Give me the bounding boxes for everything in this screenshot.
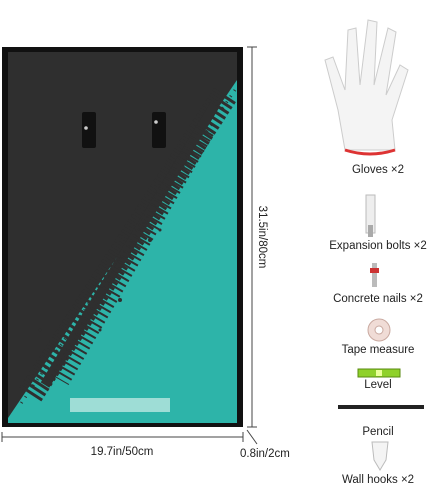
- gloves-icon: [324, 19, 409, 156]
- nail-icon: [370, 263, 379, 287]
- item-label: Gloves ×2: [352, 164, 404, 176]
- pencil-icon: [338, 405, 424, 409]
- spray-marks: [38, 228, 162, 362]
- hook-icon: [371, 441, 389, 471]
- depth-label: 0.8in/2cm: [240, 448, 290, 460]
- hangers: [82, 112, 166, 148]
- tape-icon: [367, 318, 391, 342]
- item-label: Concrete nails ×2: [333, 293, 423, 305]
- level-icon: [357, 368, 401, 378]
- watermark: [70, 398, 170, 412]
- item-label: Wall hooks ×2: [342, 474, 414, 486]
- tire-track: [18, 87, 237, 406]
- width-label: 19.7in/50cm: [91, 446, 154, 458]
- height-label: 31.5in/80cm: [256, 206, 268, 269]
- item-label: Pencil: [362, 426, 393, 438]
- bolt-icon: [365, 194, 376, 237]
- item-label: Tape measure: [342, 344, 415, 356]
- dimension-lines: [1, 46, 258, 445]
- item-label: Expansion bolts ×2: [329, 240, 427, 252]
- item-label: Level: [364, 379, 392, 391]
